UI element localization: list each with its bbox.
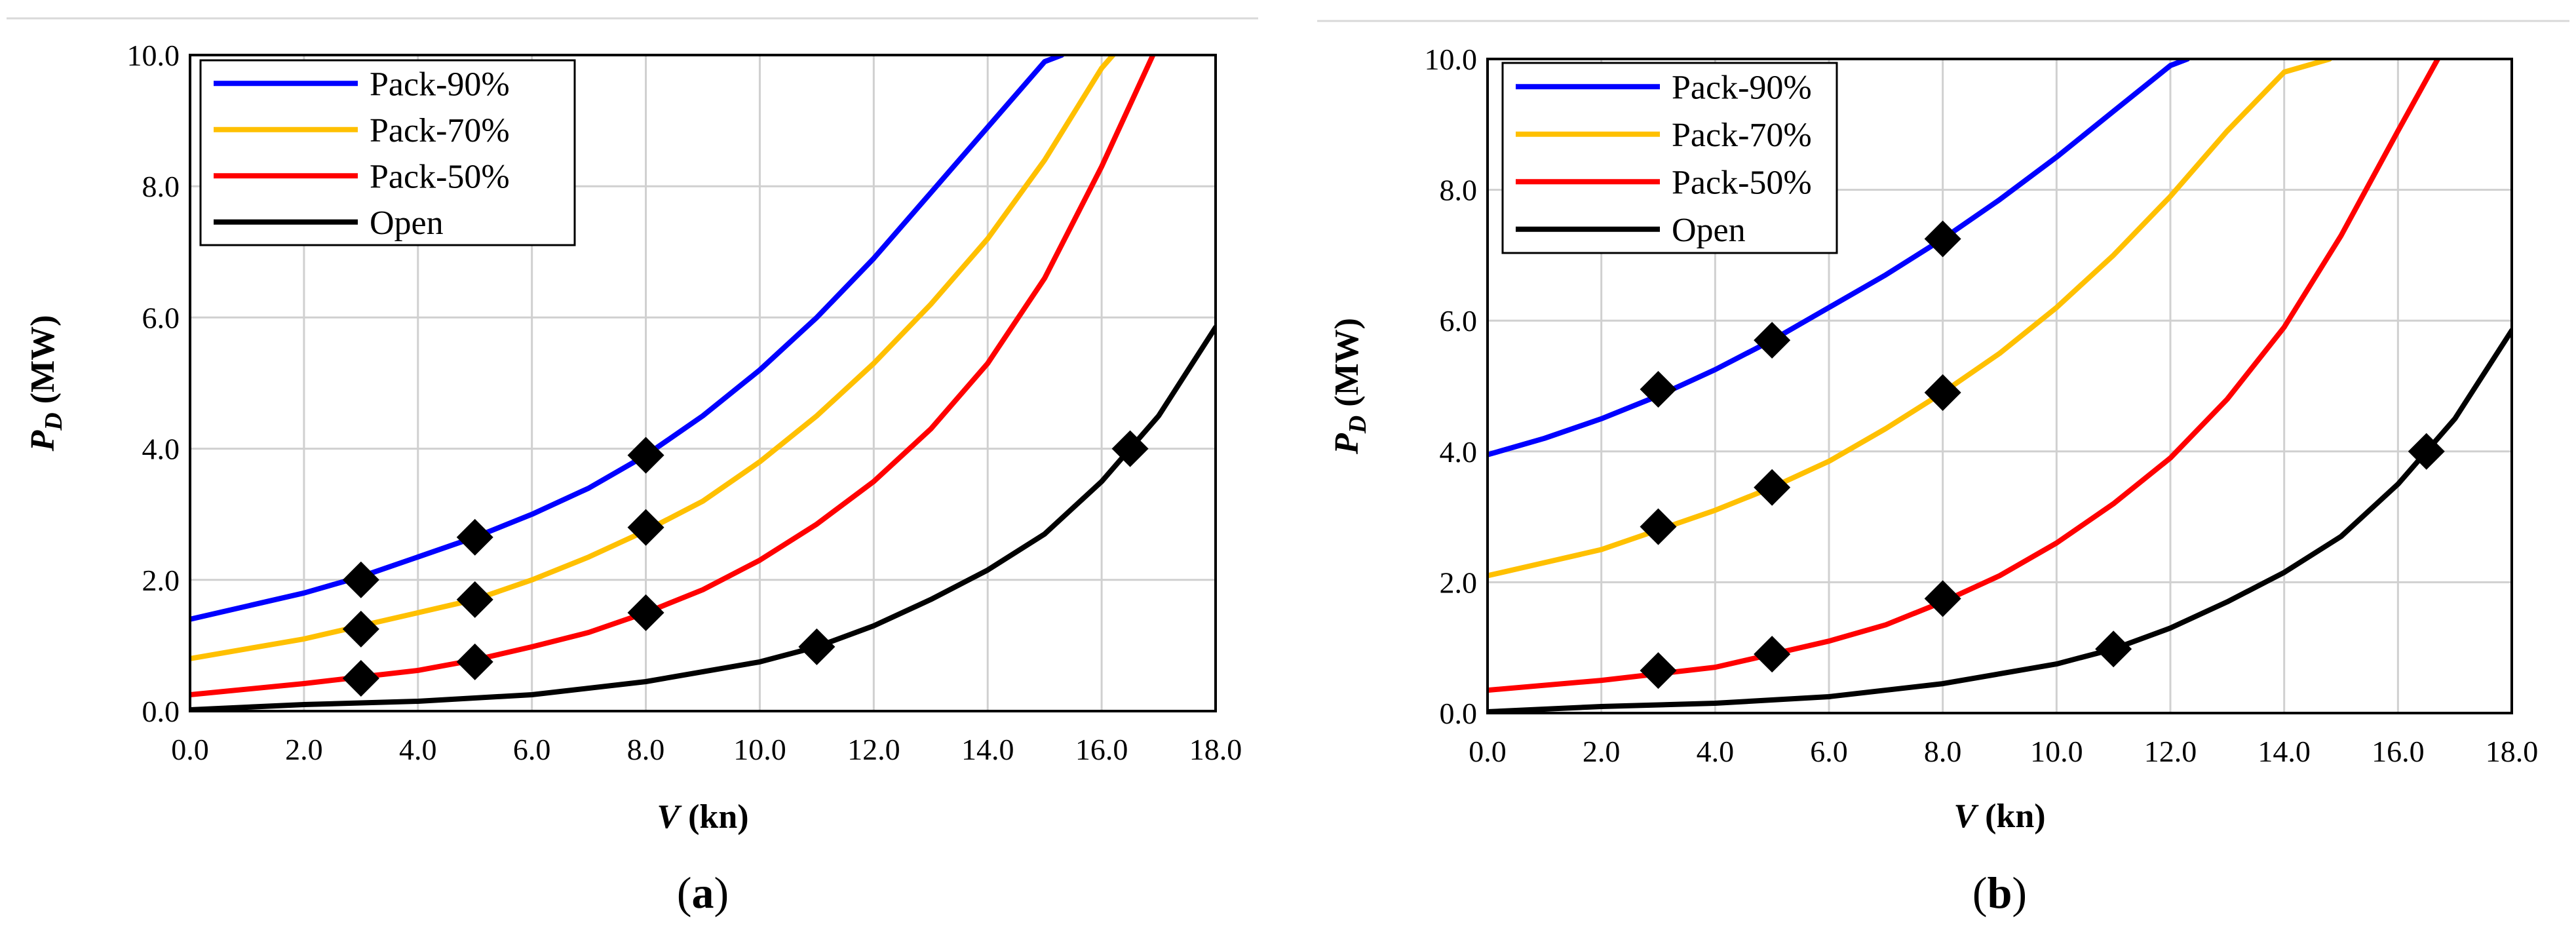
x-tick-label: 6.0 [513,733,551,766]
x-tick-label: 8.0 [627,733,665,766]
x-tick-label: 6.0 [1810,735,1848,768]
chart-panel-b: 0.0 2.0 4.0 6.0 8.0 10.0 12.0 14.0 16.0 18.0 0.0 2.… [1317,20,2569,918]
x-tick-label: 18.0 [2486,735,2539,768]
y-tick-label: 4.0 [142,433,180,466]
y-tick-label: 6.0 [142,301,180,334]
x-tick-label: 14.0 [2258,735,2311,768]
series-line-open [1488,328,2512,714]
series-line-pack-70- [1488,58,2333,579]
data-point-marker [342,610,379,648]
legend-entry-label: Pack-90% [1672,69,1812,106]
series-line-pack-50- [190,54,1156,697]
legend-entry-label: Open [1672,212,1746,249]
data-point-marker [342,659,379,697]
plot-frame [1486,58,2513,714]
legend-box [199,59,576,246]
y-tick-label: 10.0 [1425,43,1478,76]
data-point-marker [627,436,664,474]
data-point-marker [1924,580,1961,617]
data-point-marker [1640,508,1677,545]
data-point-marker [456,518,493,556]
x-tick-label: 0.0 [171,733,209,766]
y-tick-label: 8.0 [142,170,180,203]
chart-panel-a: 0.0 2.0 4.0 6.0 8.0 10.0 12.0 14.0 16.0 18.0 0.0 2.… [7,17,1258,918]
data-point-marker [1754,469,1791,506]
data-point-marker [1924,220,1961,258]
data-point-marker [1640,652,1677,689]
series-line-pack-90- [190,54,1065,622]
data-point-marker [1754,322,1791,359]
legend-box [1501,62,1838,254]
series-line-open [190,324,1216,712]
x-axis-title: V (kn) [1953,798,2045,835]
y-tick-label: 2.0 [142,564,180,597]
y-tick-label: 4.0 [1440,435,1478,469]
x-tick-label: 8.0 [1924,735,1962,768]
series-line-pack-90- [1488,58,2191,457]
y-tick-label: 0.0 [1440,697,1478,730]
y-tick-label: 2.0 [1440,566,1478,599]
data-point-marker [2408,433,2445,470]
data-point-marker [1640,370,1677,408]
x-tick-label: 18.0 [1189,733,1242,766]
data-point-marker [627,509,664,546]
data-point-marker [342,561,379,598]
data-point-marker [2095,630,2132,668]
y-tick-label: 8.0 [1440,174,1478,207]
x-tick-label: 4.0 [399,733,437,766]
y-tick-label: 0.0 [142,695,180,728]
y-axis-title: PD (MW) [1328,318,1372,455]
data-point-marker [798,628,836,665]
y-tick-label: 10.0 [127,39,180,72]
legend-entry-label: Pack-90% [370,66,510,103]
legend-entry-label: Pack-70% [1672,117,1812,154]
legend: Pack-90% Pack-70% Pack-50% Open [199,59,576,246]
plot-frame [189,54,1217,712]
data-point-marker [1111,430,1149,467]
series-line-pack-50- [1488,58,2441,693]
y-axis-title: PD (MW) [24,315,67,452]
panel-label: (a) [677,868,729,918]
x-tick-label: 0.0 [1469,735,1507,768]
x-tick-label: 12.0 [847,733,900,766]
legend-entry-label: Open [370,204,444,242]
x-tick-label: 4.0 [1697,735,1735,768]
panel-label: (b) [1972,868,2027,918]
x-tick-label: 16.0 [2372,735,2425,768]
x-tick-label: 12.0 [2144,735,2197,768]
series-line-pack-70- [190,54,1116,661]
x-tick-label: 2.0 [1583,735,1621,768]
legend-entry-label: Pack-50% [1672,164,1812,201]
y-tick-label: 6.0 [1440,304,1478,338]
x-tick-label: 10.0 [2030,735,2083,768]
legend: Pack-90% Pack-70% Pack-50% Open [1501,62,1838,254]
data-point-marker [456,643,493,680]
x-tick-label: 2.0 [285,733,323,766]
data-point-marker [627,594,664,631]
x-tick-label: 14.0 [961,733,1014,766]
data-point-marker [1754,636,1791,673]
x-axis-title: V (kn) [657,798,748,836]
legend-entry-label: Pack-50% [370,158,510,195]
data-point-marker [456,581,493,618]
legend-entry-label: Pack-70% [370,112,510,149]
data-point-marker [1924,374,1961,411]
x-tick-label: 10.0 [733,733,786,766]
x-tick-label: 16.0 [1075,733,1128,766]
